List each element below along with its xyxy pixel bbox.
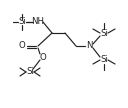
Text: NH: NH bbox=[31, 17, 45, 26]
Text: Si: Si bbox=[100, 56, 108, 64]
Text: Si: Si bbox=[18, 17, 26, 26]
Text: N: N bbox=[86, 41, 92, 51]
Text: Si: Si bbox=[26, 68, 34, 76]
Text: Si: Si bbox=[100, 29, 108, 37]
Text: O: O bbox=[19, 41, 25, 51]
Text: O: O bbox=[40, 52, 46, 61]
